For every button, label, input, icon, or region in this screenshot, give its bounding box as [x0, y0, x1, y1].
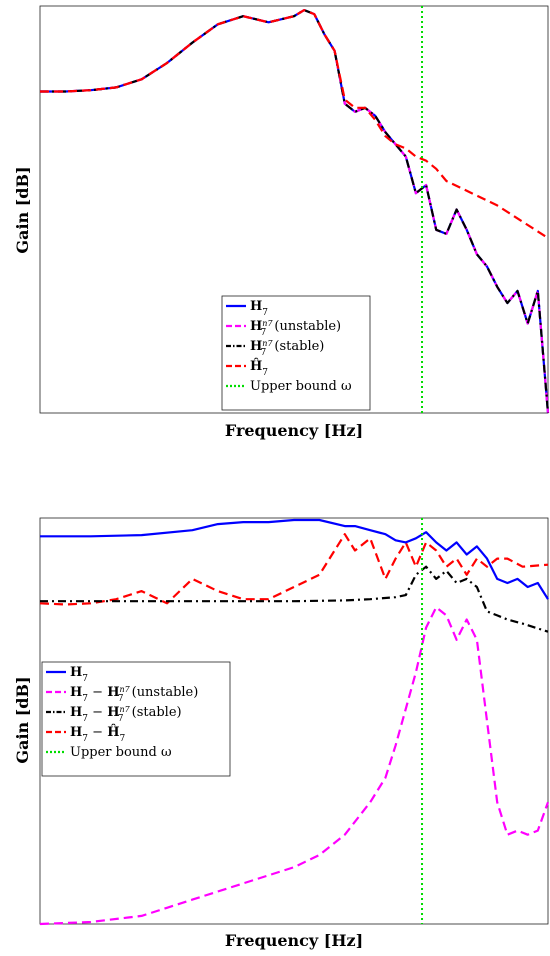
series-line-hat: [39, 533, 549, 606]
legend-suffix: (unstable): [270, 319, 341, 334]
legend-h-prefix-sub: 7: [82, 694, 88, 704]
legend-label-stable: Hn7 7 (stable): [250, 339, 324, 359]
legend-minus: −: [88, 725, 107, 740]
chart-bottom-series: [39, 518, 550, 926]
legend-sub: 7: [261, 328, 267, 338]
legend-main: H: [107, 685, 119, 700]
legend-label-H: H7: [70, 665, 88, 684]
legend-main: Upper bound ω: [70, 745, 172, 760]
legend-label-unstable: Hn7 7 (unstable): [250, 319, 341, 339]
legend-sub: 7: [261, 348, 267, 358]
chart-bottom-xlabel: Frequency [Hz]: [225, 931, 363, 950]
chart-top-axes-box: [39, 5, 549, 414]
legend-label-stable: H7 − Hn7 7 (stable): [70, 705, 182, 725]
legend-suffix: (stable): [127, 705, 181, 720]
legend-h-prefix-sub: 7: [82, 714, 88, 724]
legend-sub: 7: [262, 368, 268, 378]
chart-top-xlabel: Frequency [Hz]: [225, 421, 363, 440]
legend-main: H: [250, 319, 262, 334]
legend-main: H: [70, 665, 82, 680]
legend-box: [221, 295, 371, 411]
series-line-unstable: [39, 606, 550, 926]
legend-main: Ĥ: [107, 724, 119, 740]
legend-label-hat: H7 − Ĥ7: [70, 724, 126, 744]
legend-label-unstable: H7 − Hn7 7 (unstable): [70, 685, 198, 705]
legend-sup: n7: [262, 319, 273, 328]
legend-sub: 7: [118, 714, 124, 724]
legend-sup: n7: [120, 705, 131, 714]
legend-main: H: [107, 705, 119, 720]
legend-h-prefix-sub: 7: [82, 734, 88, 744]
series-line-hat: [40, 9, 549, 239]
legend-main: Ĥ: [250, 358, 262, 374]
legend-sub: 7: [118, 694, 124, 704]
series-line-H: [40, 518, 549, 600]
legend-h-prefix: H: [70, 705, 82, 720]
legend-suffix: (unstable): [127, 685, 198, 700]
legend-h-prefix: H: [70, 725, 82, 740]
legend-sub: 7: [120, 734, 126, 744]
legend-h-prefix: H: [70, 685, 82, 700]
chart-top-ylabel: Gain [dB]: [13, 166, 32, 253]
series-line-stable: [40, 9, 550, 414]
legend-main: H: [250, 339, 262, 354]
legend-label-bound: Upper bound ω: [250, 379, 352, 394]
legend-label-hat: Ĥ7: [250, 358, 268, 378]
legend-label-H: H7: [250, 299, 268, 318]
legend-main: Upper bound ω: [250, 379, 352, 394]
legend-label-bound: Upper bound ω: [70, 745, 172, 760]
legend-sup: n7: [120, 685, 131, 694]
legend-suffix: (stable): [270, 339, 324, 354]
chart-bottom-ylabel: Gain [dB]: [13, 676, 32, 763]
legend-box: [41, 661, 231, 777]
legend-minus: −: [88, 705, 107, 720]
legend-sub: 7: [262, 308, 268, 318]
chart-bottom-axes-box: [39, 517, 549, 925]
legend-sup: n7: [262, 339, 273, 348]
legend-sub: 7: [82, 674, 88, 684]
legend-minus: −: [88, 685, 107, 700]
legend-main: H: [250, 299, 262, 314]
chart-top-series: [40, 6, 550, 414]
